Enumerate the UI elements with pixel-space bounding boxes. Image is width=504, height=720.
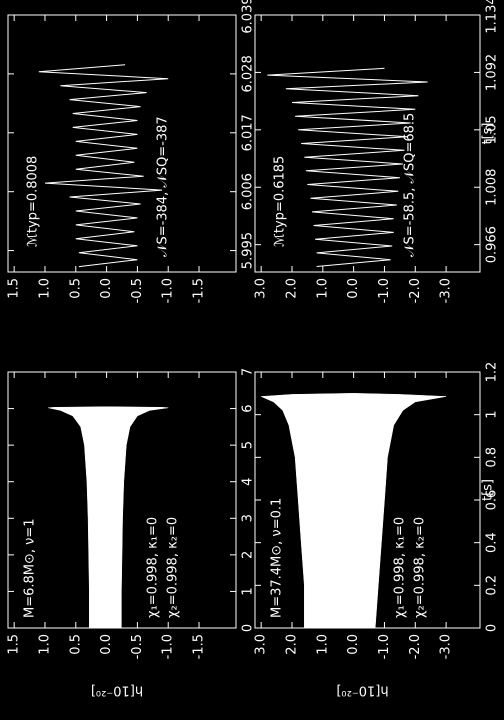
- plot-frame: [254, 14, 481, 273]
- annotation: χ₁=0.998, κ₁=0: [146, 517, 161, 618]
- x-tick-label: 0: [485, 624, 500, 632]
- y-tick-label: -1.0: [377, 634, 392, 659]
- x-tick-label: 5.995: [241, 232, 256, 269]
- x-tick-label: 6.006: [241, 173, 256, 210]
- x-axis-label: t[s]: [481, 122, 496, 144]
- x-tick-label: 5: [241, 441, 256, 449]
- x-tick-label: 1.092: [485, 54, 500, 91]
- y-tick-label: 1.5: [7, 278, 22, 299]
- y-tick-label: -1.5: [192, 278, 207, 303]
- y-tick-label: 1.0: [315, 278, 330, 299]
- annotation: χ₂=0.998, κ₂=0: [166, 517, 181, 618]
- y-tick-label: 1.5: [7, 634, 22, 655]
- x-tick-label: 3: [241, 514, 256, 522]
- x-tick-label: 6.039: [241, 0, 256, 34]
- y-axis-label: h[10⁻²⁰]: [91, 683, 143, 698]
- x-tick-label: 1: [485, 411, 500, 419]
- y-axis-label: h[10⁻²⁰]: [336, 683, 388, 698]
- x-tick-label: 1.134: [485, 0, 500, 34]
- y-tick-label: 1.0: [315, 634, 330, 655]
- y-tick-label: -1.0: [161, 278, 176, 303]
- y-tick-label: -3.0: [439, 278, 454, 303]
- x-tick-label: 0: [241, 624, 256, 632]
- y-tick-label: 0.0: [99, 278, 114, 299]
- y-tick-label: -1.0: [377, 278, 392, 303]
- y-tick-label: 0.0: [99, 634, 114, 655]
- y-tick-label: 1.0: [37, 278, 52, 299]
- waveform-envelope: [48, 406, 169, 629]
- x-tick-label: 0.966: [485, 226, 500, 263]
- x-axis-label: t[s]: [481, 479, 496, 501]
- y-tick-label: 0.0: [346, 278, 361, 299]
- y-tick-label: -1.5: [192, 634, 207, 659]
- annotation: 𝒩S=-58.5, 𝒩SQ=68.5: [403, 113, 418, 257]
- waveform-envelope: [261, 393, 447, 629]
- annotation: χ₁=0.998, κ₁=0: [393, 517, 408, 618]
- x-tick-label: 0.4: [485, 532, 500, 553]
- annotation: M=6.8M⊙, ν=1: [23, 518, 38, 618]
- y-tick-label: -0.5: [130, 278, 145, 303]
- y-tick-label: 3.0: [254, 634, 269, 655]
- x-tick-label: 6: [241, 404, 256, 412]
- waveform: [267, 67, 428, 267]
- annotation: χ₂=0.998, κ₂=0: [413, 517, 428, 618]
- x-tick-label: 6.017: [241, 114, 256, 151]
- x-tick-label: 1: [241, 587, 256, 595]
- y-tick-label: 3.0: [254, 278, 269, 299]
- annotation: ℳtyp=0.8008: [26, 156, 41, 247]
- annotation: ℳtyp=0.6185: [273, 156, 288, 247]
- y-tick-label: -1.0: [161, 634, 176, 659]
- y-tick-label: 2.0: [284, 278, 299, 299]
- y-tick-label: 0.5: [68, 634, 83, 655]
- waveform: [38, 64, 169, 268]
- x-tick-label: 1.2: [485, 362, 500, 383]
- annotation: 𝒩S=-384, 𝒩SQ=-387: [156, 116, 171, 257]
- plot-frame: [7, 371, 237, 629]
- y-tick-label: 1.0: [37, 634, 52, 655]
- x-tick-label: 0.8: [485, 447, 500, 468]
- y-tick-label: -3.0: [439, 634, 454, 659]
- y-tick-label: 0.5: [68, 278, 83, 299]
- y-tick-label: -2.0: [408, 278, 423, 303]
- y-tick-label: 2.0: [284, 634, 299, 655]
- y-tick-label: -2.0: [408, 634, 423, 659]
- x-tick-label: 4: [241, 478, 256, 486]
- y-tick-label: 0.0: [346, 634, 361, 655]
- plot-frame: [7, 14, 237, 273]
- x-tick-label: 6.028: [241, 55, 256, 92]
- x-tick-label: 0.6: [485, 490, 500, 511]
- x-tick-label: 1.05: [485, 115, 500, 144]
- y-tick-label: -0.5: [130, 634, 145, 659]
- x-tick-label: 2: [241, 551, 256, 559]
- x-tick-label: 1.008: [485, 169, 500, 206]
- annotation: M=37.4M⊙, ν=0.1: [270, 498, 285, 618]
- x-tick-label: 0.2: [485, 575, 500, 596]
- x-tick-label: 7: [241, 368, 256, 376]
